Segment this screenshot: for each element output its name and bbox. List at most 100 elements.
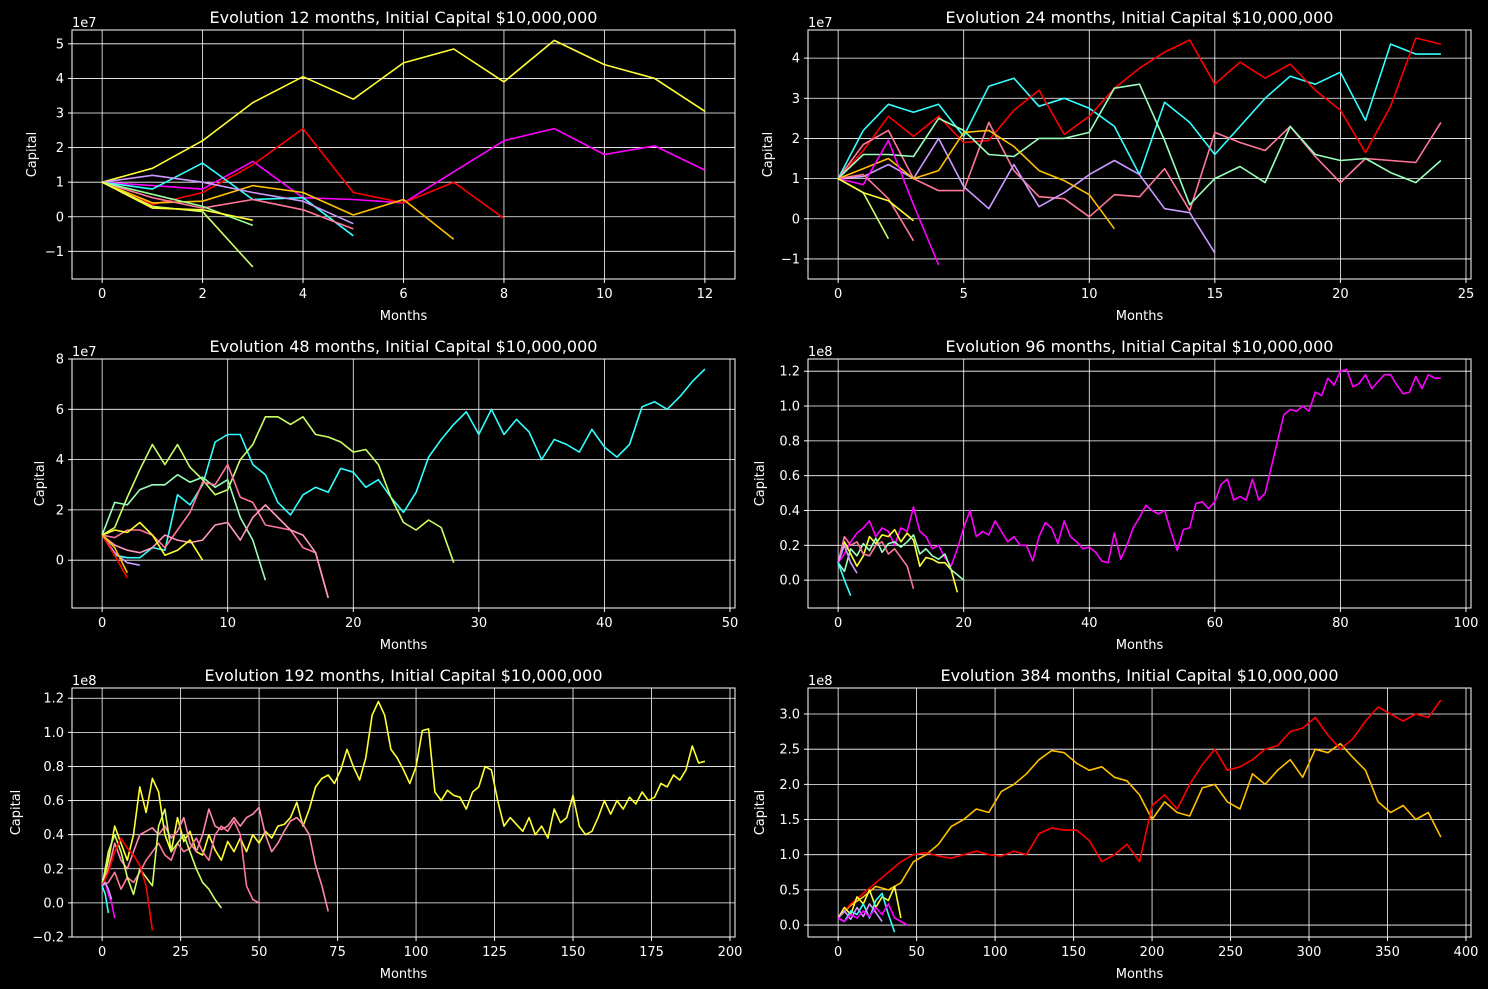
y-tick-label: 1.2 [43,692,64,707]
series-line-2 [837,37,1442,180]
series-line-3 [101,473,267,581]
x-tick-label: 30 [471,616,488,631]
x-tick-label: 15 [1207,287,1224,302]
series-line-5 [837,903,883,922]
series-line-5 [101,837,154,931]
series-line-1 [101,700,706,886]
x-tick-label: 4 [299,287,307,302]
x-tick-label: 50 [908,945,925,960]
x-tick-label: 400 [1454,945,1479,960]
series-group [837,37,1442,266]
ticks: 0 20 40 60 80 100 0.0 0.2 0.4 0.6 0.8 1.0 1.2 [779,365,1478,631]
y-axis-offset-label: 1e7 [72,16,97,31]
x-axis-label: Months [380,967,428,982]
series-line-5 [101,504,329,599]
x-tick-label: 50 [722,616,739,631]
y-tick-label: 0.4 [779,504,800,519]
grid [808,359,1471,608]
chart-panel-384-months: 0 50 100 150 200 250 300 350 400 0.0 0.5 1.0 1.5 2.0 2… [753,666,1478,982]
series-line-5 [837,562,852,597]
x-tick-label: 200 [718,945,743,960]
chart-panel-192-months: 0 25 50 75 100 125 150 175 200 −0.2 0.0 0.2 0.4 0.6 0.… [9,666,742,982]
series-line-8 [101,181,254,227]
y-axis-label: Capital [761,132,776,178]
series-line-6 [101,521,204,561]
series-line-2 [101,806,329,912]
y-axis-label: Capital [753,790,768,836]
x-tick-label: 8 [500,287,508,302]
y-axis-label: Capital [25,132,40,178]
y-tick-label: 0.0 [779,919,800,934]
x-tick-label: 25 [1458,287,1475,302]
x-tick-label: 10 [1081,287,1098,302]
ticks: 0 10 20 30 40 50 0 2 4 6 8 [56,353,739,632]
x-tick-label: 175 [639,945,664,960]
y-tick-label: 0 [792,212,800,227]
series-line-1 [101,368,706,559]
chart-title: Evolution 24 months, Initial Capital $10… [946,8,1334,27]
x-tick-label: 300 [1297,945,1322,960]
x-tick-label: 0 [98,287,106,302]
series-line-10 [101,181,253,221]
axes-frame [807,687,1472,938]
x-tick-label: 0 [834,945,842,960]
x-tick-label: 0 [834,616,842,631]
y-tick-label: 1.0 [779,400,800,415]
x-tick-label: 100 [983,945,1008,960]
y-tick-label: 3 [56,107,64,122]
y-tick-label: 0.6 [779,469,800,484]
series-line-8 [101,881,113,900]
chart-title: Evolution 192 months, Initial Capital $1… [204,666,602,685]
series-line-8 [101,534,128,579]
y-axis-offset-label: 1e8 [808,345,833,360]
x-axis-label: Months [1116,309,1164,324]
series-line-10 [837,177,915,222]
y-tick-label: 1.0 [779,848,800,863]
y-tick-label: 3.0 [779,708,800,723]
y-tick-label: 0.5 [779,883,800,898]
y-axis-label: Capital [753,461,768,507]
y-tick-label: 5 [56,37,64,52]
x-tick-label: 20 [345,616,362,631]
y-tick-label: 0.8 [779,434,800,449]
x-tick-label: 50 [251,945,268,960]
y-tick-label: −0.2 [32,931,64,946]
series-line-6 [837,903,908,926]
x-tick-label: 100 [1454,616,1479,631]
x-tick-label: 10 [219,616,236,631]
series-line-7 [101,174,354,225]
series-line-8 [837,173,915,242]
x-tick-label: 250 [1218,945,1243,960]
y-tick-label: −1 [781,252,800,267]
x-tick-label: 20 [955,616,972,631]
y-tick-label: 2 [56,141,64,156]
y-axis-offset-label: 1e7 [72,345,97,360]
ticks: 0 50 100 150 200 250 300 350 400 0.0 0.5 1.0 1.5 2.0 2… [779,708,1478,960]
y-axis-label: Capital [33,461,48,507]
y-tick-label: 1 [792,172,800,187]
x-tick-label: 80 [1332,616,1349,631]
grid [808,688,1471,937]
series-line-9 [101,534,129,574]
series-line-4 [837,83,1442,206]
series-line-7 [837,139,940,266]
x-tick-label: 40 [1081,616,1098,631]
series-line-7 [101,885,110,914]
y-tick-label: 0.2 [43,862,64,877]
chart-title: Evolution 48 months, Initial Capital $10… [210,337,598,356]
series-line-4 [837,535,915,590]
x-tick-label: 6 [399,287,407,302]
y-tick-label: 1 [56,176,64,191]
x-tick-label: 2 [198,287,206,302]
series-line-4 [101,181,455,240]
series-group [101,39,706,268]
y-tick-label: −1 [45,245,64,260]
axes-frame [71,358,736,609]
ticks: 0 5 10 15 20 25 −1 0 1 2 3 4 [781,52,1474,302]
series-line-3 [837,534,965,581]
y-axis-label: Capital [9,790,24,836]
y-tick-label: 0.6 [43,794,64,809]
series-line-6 [101,181,354,230]
x-tick-label: 10 [596,287,613,302]
